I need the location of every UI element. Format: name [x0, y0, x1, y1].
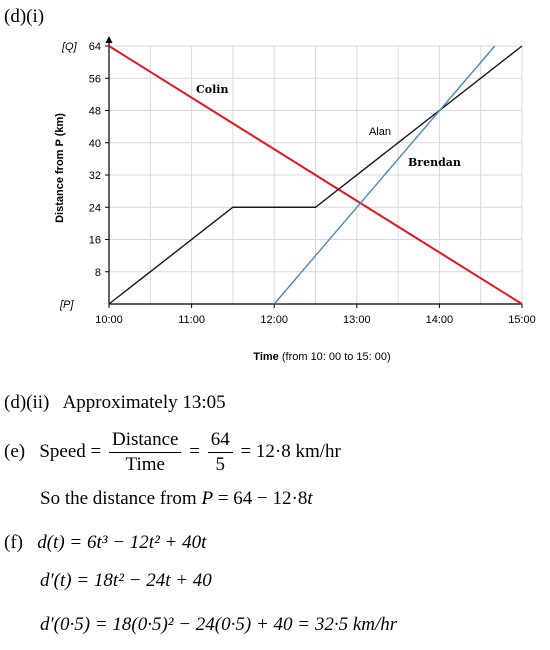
- part-d-ii-label: (d)(ii): [4, 392, 50, 413]
- y-tick-label: 64: [89, 41, 101, 53]
- series-line-alan: [108, 45, 523, 305]
- y-tick-label: 8: [95, 267, 101, 279]
- f-line2: d′(t) = 18t² − 24t + 40: [40, 570, 212, 591]
- answer-e: (e) Speed = Distance Time = 64 5 = 12·8 …: [4, 428, 341, 477]
- y-tick-label: 32: [89, 170, 101, 182]
- distance-expr: = 64 − 12·8: [217, 488, 308, 509]
- answer-d-ii: (d)(ii) Approximately 13:05: [4, 392, 226, 414]
- chart-tick-labels: 8 16 24 32 40 48 56 64 10:00 11:00 12:00 13:00 14:00…: [89, 41, 536, 326]
- distance-var-t: t: [307, 488, 313, 509]
- x-axis-title-rest: (from 10: 00 to 15: 00): [282, 351, 391, 363]
- part-e-label: (e): [4, 440, 26, 462]
- y-tick-label: 40: [89, 138, 101, 150]
- x-tick-label: 13:00: [343, 314, 371, 326]
- x-tick-label: 12:00: [260, 314, 288, 326]
- x-axis-title-bold: Time: [253, 351, 278, 363]
- x-tick-label: 14:00: [426, 314, 454, 326]
- y-axis-title: Distance from P (km): [54, 113, 66, 223]
- x-axis-title: Time (from 10: 00 to 15: 00): [253, 351, 390, 363]
- chart-axes: [105, 36, 523, 308]
- speed-result: 12·8 km/hr: [255, 440, 341, 462]
- series-line-brendan: [273, 45, 496, 305]
- f-line3: d′(0·5) = 18(0·5)² − 24(0·5) + 40 = 32·5…: [40, 614, 398, 635]
- series-label-colin: Colin: [196, 83, 228, 96]
- y-tick-label: 56: [89, 73, 101, 85]
- distance-time-chart: 8 16 24 32 40 48 56 64 10:00 11:00 12:00 13:00 14:00…: [54, 36, 536, 363]
- chart-series: [108, 45, 523, 305]
- x-tick-label: 15:00: [508, 314, 536, 326]
- y-tick-label: 24: [89, 202, 101, 214]
- y-axis-q-label: [Q]: [61, 41, 78, 53]
- f-line1: d(t) = 6t³ − 12t² + 40t: [37, 532, 207, 553]
- y-axis-p-label: [P]: [59, 299, 74, 311]
- fraction-distance-time: Distance Time: [109, 428, 182, 477]
- y-tick-label: 48: [89, 106, 101, 118]
- fraction-numerator: Distance: [109, 428, 182, 453]
- answer-e-line2: So the distance from P = 64 − 12·8t: [40, 488, 313, 510]
- speed-word: Speed: [39, 440, 86, 462]
- series-label-brendan: Brendan: [408, 156, 461, 169]
- fraction-denominator-5: 5: [215, 454, 225, 475]
- x-tick-label: 10:00: [95, 314, 123, 326]
- fraction-64-over-5: 64 5: [207, 428, 233, 477]
- y-tick-label: 16: [89, 235, 101, 247]
- answer-d-ii-text: Approximately 13:05: [62, 392, 226, 413]
- series-line-colin: [108, 45, 523, 305]
- series-label-alan: Alan: [369, 126, 391, 138]
- answer-f-line3: d′(0·5) = 18(0·5)² − 24(0·5) + 40 = 32·5…: [40, 614, 397, 636]
- distance-var-p: P: [201, 488, 214, 509]
- answer-f-line1: (f) d(t) = 6t³ − 12t² + 40t: [4, 532, 206, 554]
- y-axis-arrow: [105, 36, 113, 43]
- part-d-i-label: (d)(i): [4, 6, 45, 27]
- fraction-denominator: Time: [125, 454, 165, 475]
- distance-text: So the distance from: [40, 488, 197, 509]
- chart-grid: [109, 45, 523, 304]
- fraction-numerator-64: 64: [207, 428, 233, 453]
- part-f-label: (f): [4, 532, 23, 553]
- x-tick-label: 11:00: [178, 314, 205, 326]
- answer-f-line2: d′(t) = 18t² − 24t + 40: [40, 570, 212, 592]
